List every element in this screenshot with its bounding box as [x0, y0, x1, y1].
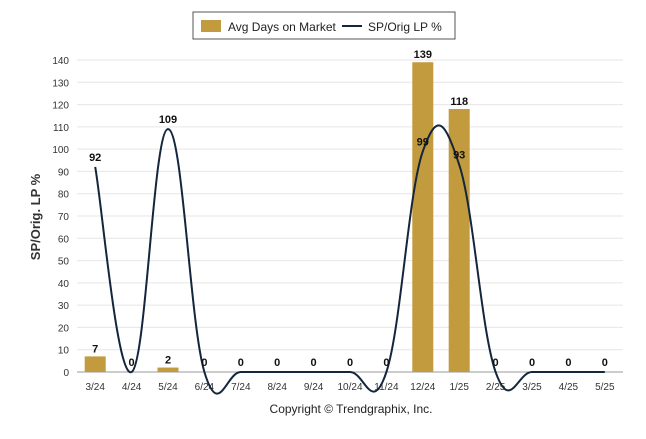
y-tick-label: 140 — [52, 56, 69, 67]
legend-swatch-bar — [201, 20, 221, 32]
gridlines — [77, 59, 623, 373]
legend: Avg Days on Market SP/Orig LP % — [192, 11, 456, 40]
y-tick-label: 50 — [58, 257, 70, 268]
y-tick-label: 30 — [58, 301, 70, 312]
y-tick-label: 90 — [58, 167, 70, 178]
x-tick-label: 12/24 — [410, 382, 435, 393]
x-tick-label: 4/25 — [559, 382, 579, 393]
line-value-label: 0 — [565, 357, 571, 369]
x-tick-label: 9/24 — [304, 382, 324, 393]
line-value-label: 99 — [417, 136, 429, 148]
line-value-label: 0 — [238, 357, 244, 369]
y-tick-label: 100 — [52, 145, 69, 156]
y-tick-label: 80 — [58, 190, 70, 201]
y-tick-label: 60 — [58, 234, 70, 245]
bar — [84, 356, 106, 372]
y-tick-label: 20 — [58, 323, 70, 334]
y-tick-label: 10 — [58, 346, 70, 357]
line-value-label: 0 — [493, 357, 499, 369]
line-value-label: 92 — [89, 152, 101, 164]
y-tick-label: 0 — [63, 368, 69, 379]
line-value-label: 93 — [453, 150, 465, 162]
bar-value-label: 118 — [450, 96, 468, 108]
line-value-label: 0 — [311, 357, 317, 369]
y-tick-label: 120 — [52, 101, 69, 112]
line-value-label: 0 — [274, 357, 280, 369]
x-tick-label: 6/24 — [195, 382, 215, 393]
x-tick-label: 4/24 — [122, 382, 142, 393]
line-value-label: 0 — [529, 357, 535, 369]
line-value-label: 0 — [383, 357, 389, 369]
line-value-label: 0 — [347, 357, 353, 369]
line-path — [94, 124, 605, 395]
x-tick-label: 1/25 — [449, 382, 469, 393]
x-tick-label: 10/24 — [337, 382, 362, 393]
line-value-label: 0 — [602, 357, 608, 369]
x-tick-label: 11/24 — [374, 382, 399, 393]
x-tick-label: 2/25 — [486, 382, 506, 393]
x-tick-label: 3/25 — [522, 382, 542, 393]
legend-box — [192, 11, 456, 40]
x-tick-label: 8/24 — [267, 382, 287, 393]
y-tick-label: 130 — [52, 78, 69, 89]
x-tick-label: 7/24 — [231, 382, 251, 393]
x-tick-label: 5/24 — [158, 382, 178, 393]
line-series — [94, 124, 605, 395]
footer-copyright: Copyright © Trendgraphix, Inc. — [270, 402, 433, 416]
y-tick-label: 40 — [58, 279, 70, 290]
line-value-label: 109 — [159, 114, 177, 126]
bar-value-label: 7 — [92, 343, 98, 355]
bar — [412, 62, 434, 372]
bar — [448, 109, 470, 373]
y-axis-title: SP/Orig. LP % — [28, 173, 43, 260]
line-value-label: 0 — [129, 357, 135, 369]
x-tick-label: 5/25 — [595, 382, 615, 393]
data-labels: 7 2 139 118 92 0 109 0 0 0 0 0 0 99 93 0 0 0 0 — [89, 49, 608, 369]
legend-label-line: SP/Orig LP % — [368, 20, 442, 34]
legend-label-bar: Avg Days on Market — [228, 20, 336, 34]
x-tick-label: 3/24 — [85, 382, 105, 393]
bar-value-label: 2 — [165, 355, 171, 367]
bar-value-label: 139 — [414, 49, 432, 61]
y-tick-label: 70 — [58, 212, 70, 223]
x-axis: 3/24 4/24 5/24 6/24 7/24 8/24 9/24 10/24 11/24 12… — [85, 382, 615, 393]
y-axis: 0 10 20 30 40 50 60 70 80 90 100 110 120 130 140 — [52, 56, 69, 379]
y-tick-label: 110 — [53, 123, 69, 134]
line-value-label: 0 — [201, 357, 207, 369]
bar — [157, 367, 179, 372]
